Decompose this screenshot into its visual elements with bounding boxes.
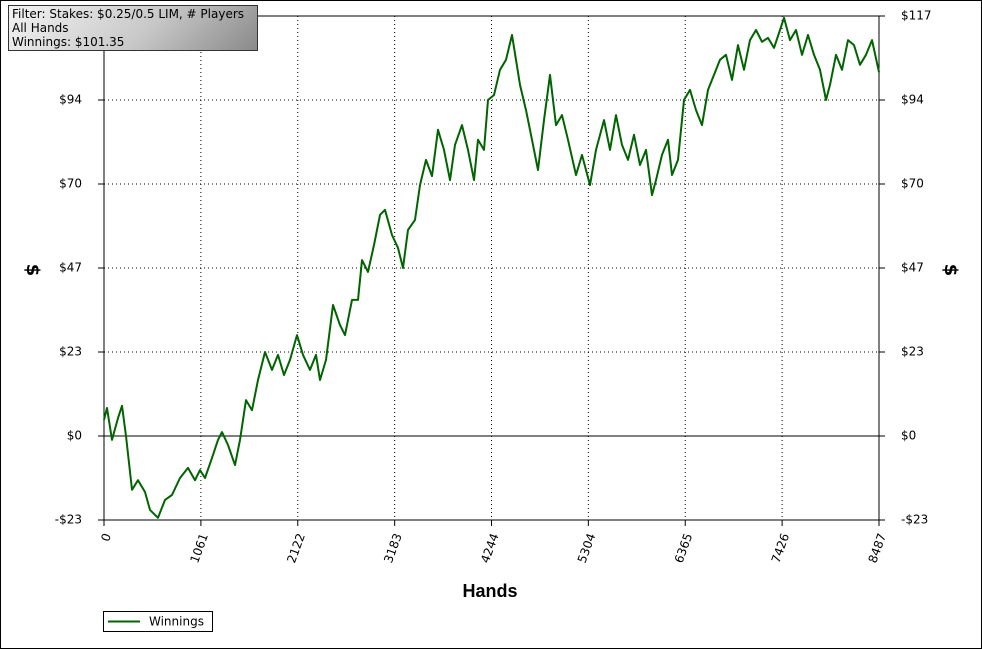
info-line: All Hands xyxy=(12,21,69,35)
y-axis-label: $ xyxy=(22,264,43,277)
x-axis-label: Hands xyxy=(462,581,517,601)
series-line xyxy=(103,16,880,519)
y2-tick-label: $94 xyxy=(901,93,924,107)
y2-tick-label: $70 xyxy=(901,177,924,191)
y2-tick-label: $23 xyxy=(901,345,924,359)
y2-tick-label: -$23 xyxy=(901,513,928,527)
y-tick-label: $94 xyxy=(59,93,82,107)
y-tick-label: -$23 xyxy=(55,513,82,527)
info-box: Filter: Stakes: $0.25/0.5 LIM, # Players… xyxy=(8,5,258,51)
y-tick-label: $70 xyxy=(59,177,82,191)
legend: Winnings xyxy=(103,611,213,632)
y2-axis-label: $ xyxy=(940,264,961,277)
legend-label: Winnings xyxy=(149,615,204,629)
y2-tick-label: $47 xyxy=(901,261,924,275)
y2-tick-label: $0 xyxy=(901,429,916,443)
info-line: Filter: Stakes: $0.25/0.5 LIM, # Players xyxy=(12,7,245,21)
y-tick-label: $47 xyxy=(59,261,82,275)
y-tick-label: $0 xyxy=(67,429,82,443)
y-tick-label: $23 xyxy=(59,345,82,359)
y2-tick-label: $117 xyxy=(901,9,932,23)
info-line: Winnings: $101.35 xyxy=(12,35,125,49)
legend-box xyxy=(103,611,213,632)
x-tick-label: 0 xyxy=(98,531,114,543)
